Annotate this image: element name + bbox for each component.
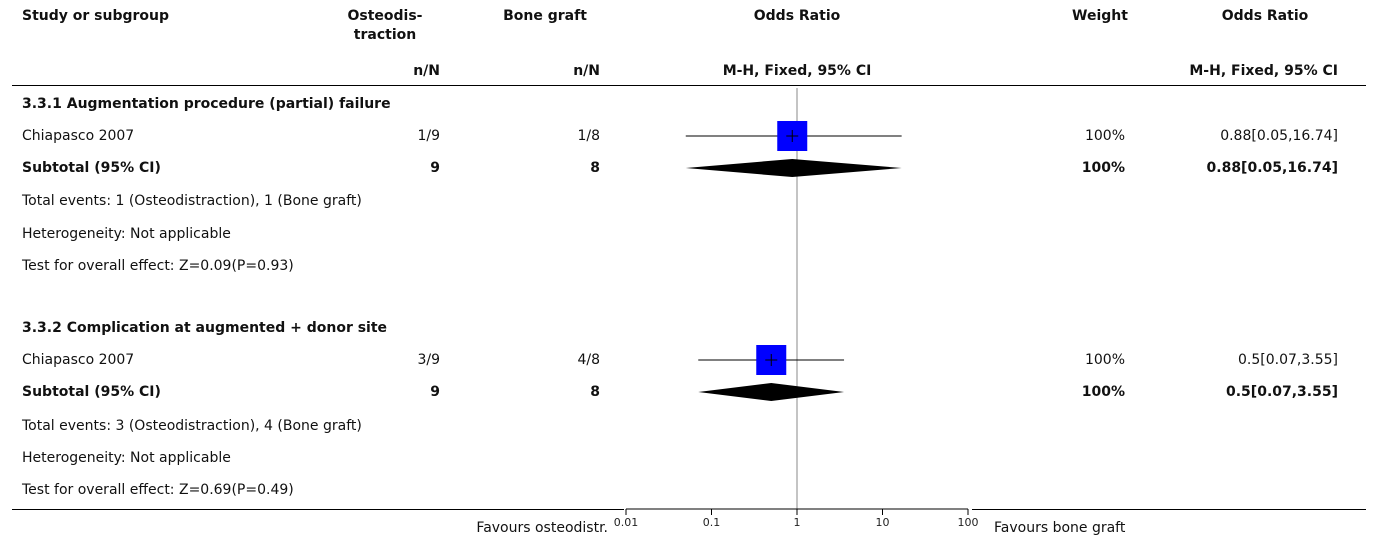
subtotal-diamond	[698, 383, 845, 401]
study-weight: 100%	[1084, 352, 1125, 368]
subtotal-effect-ci: 0.88[0.05,16.74]	[1206, 160, 1338, 176]
study-name: Chiapasco 2007	[22, 352, 135, 368]
header-effect2-sub: M-H, Fixed, 95% CI	[1189, 63, 1338, 79]
footer-rule-left	[12, 509, 624, 510]
study-name: Chiapasco 2007	[22, 128, 135, 144]
subtotal-diamond	[685, 159, 902, 177]
total-events: Total events: 1 (Osteodistraction), 1 (B…	[22, 193, 362, 209]
header-group1-line1: Osteodis-	[347, 8, 423, 24]
x-axis-tick-label: 1	[794, 516, 801, 529]
heterogeneity: Heterogeneity: Not applicable	[22, 226, 231, 242]
header-effect-sub: M-H, Fixed, 95% CI	[722, 63, 872, 79]
subtotal-total-group2: 8	[590, 384, 600, 400]
subtotal-total-group1: 9	[430, 384, 440, 400]
study-effect-ci: 0.5[0.07,3.55]	[1238, 352, 1338, 368]
favours-right-label: Favours bone graft	[994, 520, 1126, 536]
x-axis-tick-label: 100	[958, 516, 979, 529]
header-weight: Weight	[1072, 8, 1128, 24]
subgroup-title: 3.3.2 Complication at augmented + donor …	[22, 320, 388, 336]
favours-left-label: Favours osteodistr.	[476, 520, 608, 536]
subtotal-total-group1: 9	[430, 160, 440, 176]
subtotal-label: Subtotal (95% CI)	[22, 384, 161, 400]
subtotal-total-group2: 8	[590, 160, 600, 176]
subgroup-title: 3.3.1 Augmentation procedure (partial) f…	[22, 96, 391, 112]
study-weight: 100%	[1084, 128, 1125, 144]
x-axis-tick-label: 0.1	[703, 516, 721, 529]
header-group1-line2: traction	[353, 27, 417, 43]
study-events-group2: 4/8	[577, 352, 600, 368]
subtotal-weight: 100%	[1081, 160, 1125, 176]
footer-rule-right	[972, 509, 1366, 510]
x-axis-tick-label: 0.01	[614, 516, 639, 529]
study-events-group1: 3/9	[417, 352, 440, 368]
header-group1-sub: n/N	[413, 63, 440, 79]
header-effect2: Odds Ratio	[1221, 8, 1309, 24]
header-rule	[12, 85, 1366, 86]
header-group2: Bone graft	[503, 8, 587, 24]
total-events: Total events: 3 (Osteodistraction), 4 (B…	[22, 418, 362, 434]
overall-effect-test: Test for overall effect: Z=0.69(P=0.49)	[22, 482, 294, 498]
x-axis-tick-label: 10	[876, 516, 890, 529]
subtotal-label: Subtotal (95% CI)	[22, 160, 161, 176]
study-events-group2: 1/8	[577, 128, 600, 144]
subtotal-weight: 100%	[1081, 384, 1125, 400]
subtotal-effect-ci: 0.5[0.07,3.55]	[1226, 384, 1338, 400]
header-study: Study or subgroup	[22, 8, 170, 24]
header-effect: Odds Ratio	[753, 8, 841, 24]
overall-effect-test: Test for overall effect: Z=0.09(P=0.93)	[22, 258, 294, 274]
study-effect-ci: 0.88[0.05,16.74]	[1220, 128, 1338, 144]
header-group2-sub: n/N	[573, 63, 600, 79]
heterogeneity: Heterogeneity: Not applicable	[22, 450, 231, 466]
study-events-group1: 1/9	[417, 128, 440, 144]
